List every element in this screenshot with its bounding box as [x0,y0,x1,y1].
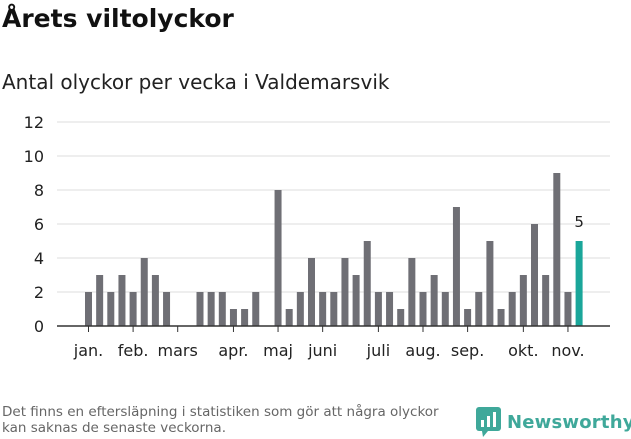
bar [374,292,382,326]
bar [441,292,449,326]
bar [452,207,460,326]
bar [296,292,304,326]
bar [140,258,148,326]
y-tick-label: 6 [34,215,44,234]
data-labels: 5 [574,213,584,231]
x-tick-label: apr. [218,341,248,360]
bar [508,292,516,326]
x-tick-label: juli [366,341,390,360]
bar [341,258,349,326]
bar [107,292,115,326]
brand: Newsworthy [476,407,631,437]
x-tick-label: maj [263,341,293,360]
bar [564,292,572,326]
bar [531,224,538,326]
bar [196,292,204,326]
bar [163,292,171,326]
bar [308,258,315,326]
bar-highlight [575,241,583,326]
bar [430,275,438,326]
brand-name: Newsworthy [507,411,631,433]
bar [486,241,494,326]
bar [542,275,550,326]
bar [118,275,126,326]
x-tick-label: sep. [451,341,484,360]
bar [419,292,427,326]
x-axis-ticks: jan. feb. mars apr. maj juni juli aug. sep. okt. n… [73,326,585,360]
bar [497,309,505,326]
chart-title: Årets viltolyckor [2,4,234,33]
footnote: Det finns en eftersläpning i statistiken… [2,404,439,436]
y-tick-label: 2 [34,283,44,302]
bar [475,292,483,326]
grid-lines [57,121,610,293]
x-tick-label: mars [158,341,198,360]
bar [553,173,561,326]
bar [386,292,394,326]
x-tick-label: feb. [118,341,149,360]
bar [408,258,416,326]
data-label: 5 [574,213,584,231]
bars [57,173,610,327]
x-tick-label: juni [307,341,337,360]
x-tick-label: okt. [508,341,538,360]
y-tick-label: 12 [24,113,44,132]
bar [85,292,92,326]
bar [319,292,327,326]
bar [129,292,137,326]
bar [464,309,472,326]
bar [285,309,293,326]
bar [519,275,527,326]
bar [252,292,260,326]
bar [330,292,338,326]
bar [363,241,371,326]
bar [397,309,405,326]
y-tick-label: 4 [34,249,44,268]
y-tick-label: 0 [34,317,44,336]
bar [274,190,282,326]
bar [218,292,226,326]
y-axis-ticks: 0 2 4 6 8 10 12 [24,113,44,336]
bar [96,275,104,326]
y-tick-label: 8 [34,181,44,200]
x-tick-label: nov. [551,341,584,360]
bar [207,292,215,326]
bar [241,309,249,326]
bar-chart: 0 2 4 6 8 10 12 jan. feb. mars apr. maj juni juli aug… [24,113,610,360]
x-tick-label: aug. [405,341,440,360]
x-tick-label: jan. [73,341,103,360]
chart-subtitle: Antal olyckor per vecka i Valdemarsvik [2,70,390,94]
bar [229,309,237,326]
newsworthy-logo-icon [476,407,501,437]
bar [352,275,360,326]
bar [151,275,159,326]
y-tick-label: 10 [24,147,44,166]
